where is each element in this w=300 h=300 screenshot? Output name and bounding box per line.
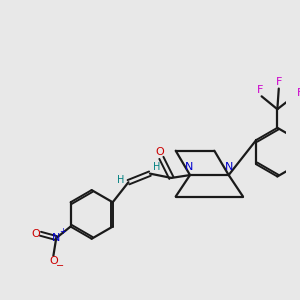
Text: F: F [257,85,263,95]
Text: N: N [52,233,60,243]
Text: O: O [31,229,40,239]
Text: +: + [59,227,66,236]
Text: −: − [56,261,64,271]
Text: H: H [117,175,124,185]
Text: H: H [152,162,160,172]
Text: F: F [297,88,300,98]
Text: N: N [184,162,193,172]
Text: O: O [49,256,58,266]
Text: N: N [225,162,233,172]
Text: O: O [156,147,164,157]
Text: F: F [276,77,282,87]
